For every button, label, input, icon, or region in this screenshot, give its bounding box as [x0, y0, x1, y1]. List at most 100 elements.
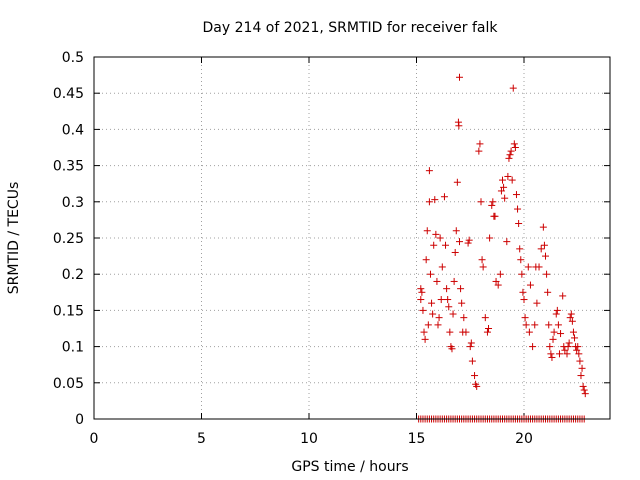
- data-point: [485, 325, 493, 332]
- data-point: [467, 339, 475, 347]
- plot-frame: [93, 56, 611, 420]
- y-tick-label: 0.2: [62, 267, 84, 283]
- data-point: [505, 154, 513, 162]
- data-point: [510, 140, 518, 148]
- data-point: [573, 346, 581, 354]
- y-axis-label: SRMTID / TECUs: [6, 182, 22, 295]
- data-point: [451, 248, 459, 256]
- data-point: [564, 343, 572, 351]
- y-tick-label: 0.35: [53, 159, 84, 175]
- data-point: [518, 270, 526, 278]
- data-point: [477, 198, 485, 206]
- data-point: [486, 234, 494, 242]
- data-point: [448, 345, 456, 353]
- data-point: [435, 314, 443, 322]
- data-point: [522, 321, 530, 329]
- data-point: [576, 357, 584, 365]
- data-point: [431, 196, 439, 204]
- data-point: [579, 382, 587, 390]
- y-tick-label: 0.15: [53, 303, 84, 319]
- data-point: [515, 220, 523, 228]
- data-point: [559, 292, 567, 300]
- data-point: [457, 285, 465, 293]
- data-point: [465, 236, 473, 244]
- data-point: [449, 310, 457, 318]
- data-point: [475, 147, 483, 155]
- data-point: [419, 306, 427, 314]
- data-point: [521, 314, 529, 322]
- data-point: [568, 317, 576, 325]
- data-point: [455, 122, 463, 130]
- data-point: [442, 241, 450, 249]
- x-tick-label: 5: [197, 431, 206, 447]
- data-point: [512, 191, 520, 199]
- chart-title: Day 214 of 2021, SRMTID for receiver fal…: [203, 20, 499, 36]
- data-point: [422, 256, 430, 264]
- data-point: [539, 223, 547, 231]
- data-point: [450, 277, 458, 285]
- data-point: [489, 198, 497, 206]
- data-point: [436, 234, 444, 242]
- data-point: [452, 227, 460, 235]
- data-point: [547, 350, 555, 358]
- data-point: [525, 328, 533, 336]
- data-point: [417, 296, 425, 304]
- x-axis-ticks: 0 5 10 15 20: [90, 57, 533, 447]
- x-tick-label: 0: [90, 431, 99, 447]
- data-point: [481, 314, 489, 322]
- y-tick-label: 0.4: [62, 122, 84, 138]
- data-point: [444, 296, 452, 304]
- data-point: [446, 328, 454, 336]
- data-point: [580, 386, 588, 394]
- data-point: [557, 330, 565, 338]
- data-point: [575, 350, 583, 358]
- data-point: [440, 193, 448, 201]
- data-point: [571, 334, 579, 342]
- data-point: [483, 328, 491, 336]
- x-tick-label: 15: [408, 431, 426, 447]
- data-point: [425, 198, 433, 206]
- data-point: [501, 194, 509, 202]
- data-point: [453, 178, 461, 186]
- data-point: [516, 245, 524, 253]
- data-point: [503, 238, 511, 246]
- x-axis-label: GPS time / hours: [291, 459, 408, 475]
- data-point: [479, 263, 487, 271]
- data-point: [532, 263, 540, 271]
- data-point: [548, 353, 556, 361]
- data-point: [511, 144, 519, 151]
- data-point: [500, 183, 508, 191]
- data-point: [459, 328, 467, 336]
- y-tick-label: 0.05: [53, 376, 84, 392]
- data-point: [537, 245, 545, 253]
- data-point: [417, 285, 425, 293]
- data-point: [507, 147, 515, 155]
- y-axis-ticks: 0 0.05 0.1 0.15 0.2 0.25 0.3 0.35 0.4 0.45 0.5: [53, 50, 610, 428]
- data-point: [492, 277, 500, 285]
- data-point: [432, 230, 440, 238]
- data-point: [517, 256, 525, 264]
- y-tick-label: 0.5: [62, 50, 84, 66]
- data-point: [497, 187, 505, 195]
- data-point: [426, 270, 434, 278]
- data-point: [566, 314, 574, 322]
- data-point: [574, 343, 582, 351]
- data-point: [533, 299, 541, 307]
- data-point: [581, 390, 589, 398]
- data-point: [488, 201, 496, 209]
- data-point: [491, 212, 499, 220]
- data-point: [519, 288, 527, 296]
- data-point: [456, 238, 463, 246]
- data-point: [499, 176, 506, 184]
- data-point: [578, 364, 586, 372]
- data-point: [544, 288, 552, 296]
- data-point: [473, 382, 481, 390]
- y-tick-label: 0.1: [62, 340, 84, 356]
- data-point: [458, 299, 466, 307]
- data-point: [546, 343, 554, 351]
- data-point: [526, 281, 534, 289]
- data-point: [514, 205, 522, 213]
- data-point: [550, 328, 558, 336]
- data-point: [524, 263, 532, 271]
